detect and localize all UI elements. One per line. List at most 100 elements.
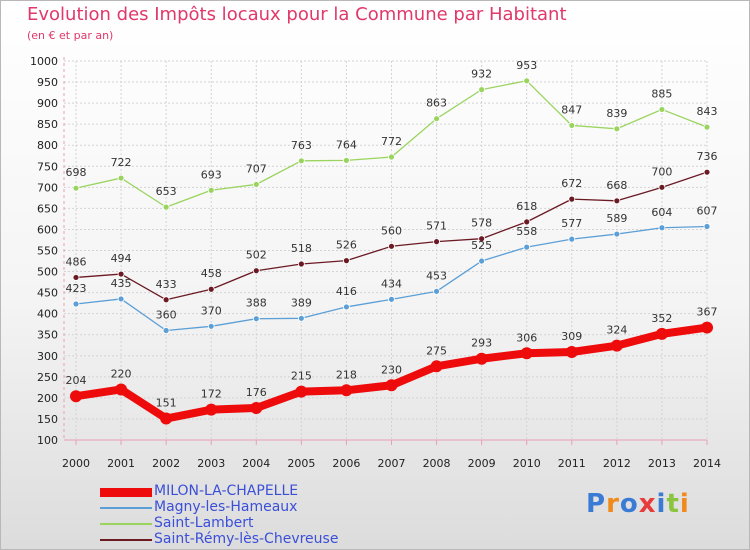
data-label: 577 [561, 217, 582, 230]
data-point [610, 339, 623, 352]
y-tick-label: 300 [37, 350, 58, 363]
data-label: 885 [651, 87, 672, 100]
data-point [252, 267, 260, 275]
data-point [162, 327, 170, 334]
x-tick-label: 2007 [378, 457, 406, 470]
data-point [613, 230, 621, 238]
data-point [72, 184, 80, 192]
data-label: 863 [426, 97, 447, 110]
x-tick-label: 2006 [332, 457, 360, 470]
data-point [658, 106, 666, 113]
data-point [701, 321, 713, 334]
data-point [207, 285, 215, 293]
data-label: 458 [201, 267, 222, 280]
data-label: 176 [246, 386, 267, 399]
data-label: 275 [426, 344, 447, 357]
data-label: 839 [606, 107, 627, 120]
data-label: 736 [697, 150, 718, 163]
data-point [207, 322, 215, 330]
data-label: 560 [381, 224, 402, 237]
legend-swatch [100, 487, 152, 497]
data-label: 578 [471, 217, 492, 230]
data-point [115, 383, 128, 396]
data-point [568, 235, 576, 243]
data-point [385, 379, 398, 392]
data-label: 518 [291, 242, 312, 255]
x-tick-label: 2003 [197, 457, 225, 470]
chart-subtitle: (en € et par an) [27, 29, 114, 42]
data-point [523, 243, 531, 251]
legend-swatch [100, 539, 152, 541]
data-point [295, 385, 308, 398]
data-point [433, 238, 440, 246]
y-tick-label: 1000 [30, 55, 58, 68]
y-tick-label: 900 [37, 97, 58, 110]
data-point [117, 174, 125, 182]
data-label: 367 [697, 306, 718, 319]
data-label: 607 [697, 204, 718, 217]
data-label: 525 [471, 239, 492, 252]
y-tick-label: 500 [37, 266, 58, 279]
y-tick-label: 600 [37, 223, 58, 236]
data-label: 604 [651, 206, 672, 219]
data-point [388, 242, 395, 250]
y-tick-label: 800 [37, 139, 58, 152]
x-tick-label: 2004 [242, 457, 270, 470]
legend-label: Saint-Rémy-lès-Chevreuse [154, 531, 339, 547]
data-label: 416 [336, 285, 357, 298]
data-point [252, 180, 260, 188]
y-tick-label: 100 [37, 434, 58, 447]
data-label: 293 [471, 337, 492, 350]
data-point [297, 260, 305, 268]
data-label: 764 [336, 138, 357, 151]
data-label: 668 [606, 179, 627, 192]
data-label: 309 [561, 330, 582, 343]
y-tick-label: 250 [37, 371, 58, 384]
data-point [565, 345, 578, 358]
y-tick-label: 950 [37, 76, 58, 89]
data-point [523, 77, 531, 85]
x-tick-label: 2012 [603, 457, 631, 470]
data-point [207, 186, 215, 194]
x-tick-label: 2013 [648, 457, 676, 470]
data-point [343, 156, 350, 164]
x-tick-label: 2008 [423, 457, 451, 470]
legend-label: MILON-LA-CHAPELLE [154, 483, 299, 499]
data-label: 435 [111, 277, 132, 290]
data-label: 843 [697, 105, 718, 118]
y-tick-label: 650 [37, 202, 58, 215]
data-point [658, 183, 666, 191]
data-label: 763 [291, 139, 312, 152]
data-point [250, 401, 263, 414]
data-point [70, 390, 82, 403]
data-label: 698 [66, 166, 87, 179]
legend-label: Magny-les-Hameaux [154, 499, 298, 515]
legend-label: Saint-Lambert [154, 515, 254, 531]
data-point [703, 223, 711, 230]
data-label: 722 [111, 156, 132, 169]
data-label: 707 [246, 162, 267, 175]
data-point [340, 384, 353, 397]
data-label: 672 [561, 177, 582, 190]
x-tick-label: 2009 [468, 457, 496, 470]
data-point [72, 300, 80, 308]
y-tick-label: 550 [37, 245, 58, 258]
data-label: 389 [291, 296, 312, 309]
data-point [613, 125, 621, 133]
data-label: 172 [201, 388, 222, 401]
data-point [160, 412, 173, 425]
data-label: 494 [111, 252, 132, 265]
data-label: 847 [561, 103, 582, 116]
data-label: 693 [201, 168, 222, 181]
data-label: 204 [66, 374, 87, 387]
data-point [162, 296, 170, 304]
data-point [523, 218, 531, 226]
data-label: 220 [111, 367, 132, 380]
data-label: 230 [381, 363, 402, 376]
data-point [478, 86, 486, 94]
data-label: 558 [516, 225, 537, 238]
y-tick-label: 150 [37, 413, 58, 426]
data-label: 352 [651, 312, 672, 325]
data-label: 932 [471, 68, 492, 81]
